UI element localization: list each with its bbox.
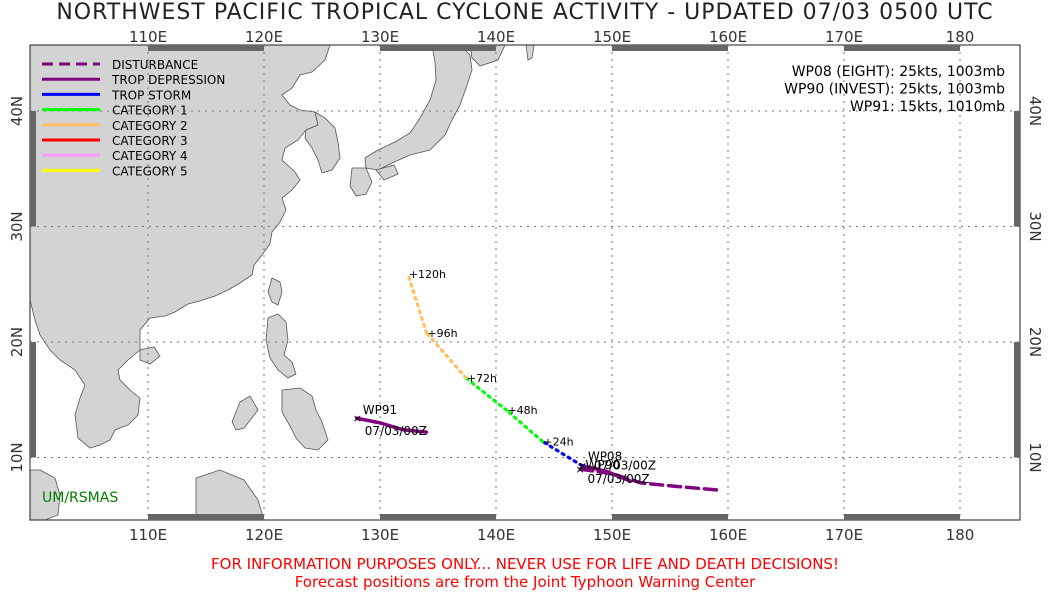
storm-name-label: WP90 bbox=[586, 458, 620, 472]
axis-bar-left bbox=[30, 342, 36, 458]
storm-time-label: 07/03/00Z bbox=[365, 424, 427, 438]
disclaimer-line-1: FOR INFORMATION PURPOSES ONLY... NEVER U… bbox=[211, 555, 839, 573]
axis-labels: 110E 110E 120E 120E 130E 130E 140E 140E 150E 150E… bbox=[8, 28, 1044, 544]
lat-label-right: 20N bbox=[1026, 327, 1044, 357]
legend-label: TROP STORM bbox=[111, 88, 191, 102]
forecast-segment bbox=[504, 408, 545, 443]
axis-bar-bottom bbox=[844, 514, 960, 520]
forecast-time-label: +48h bbox=[507, 404, 537, 417]
storm-position-marker: × bbox=[576, 463, 585, 476]
legend-label: CATEGORY 2 bbox=[112, 119, 188, 133]
legend-label: DISTURBANCE bbox=[112, 58, 198, 72]
storm-info-line: WP91: 15kts, 1010mb bbox=[850, 99, 1005, 115]
lon-label-top: 170E bbox=[825, 28, 863, 46]
lon-label-top: 120E bbox=[245, 28, 283, 46]
storm-time-label: 07/03/00Z bbox=[588, 472, 650, 486]
credit-label: UM/RSMAS bbox=[42, 490, 118, 506]
forecast-segment bbox=[540, 439, 584, 468]
forecast-segment bbox=[406, 272, 428, 335]
lon-label-top: 110E bbox=[129, 28, 167, 46]
lon-label-top: 160E bbox=[709, 28, 747, 46]
track-wp08 bbox=[580, 463, 632, 483]
axis-bar-right bbox=[1014, 111, 1020, 227]
legend-label: CATEGORY 4 bbox=[112, 149, 188, 163]
lon-label-bottom: 150E bbox=[593, 526, 631, 544]
disclaimer: FOR INFORMATION PURPOSES ONLY... NEVER U… bbox=[0, 555, 1050, 591]
lon-label-top: 140E bbox=[477, 28, 515, 46]
korea bbox=[304, 111, 341, 174]
forecast-time-label: +120h bbox=[409, 268, 446, 281]
lat-label-right: 30N bbox=[1026, 211, 1044, 241]
lat-label-right: 40N bbox=[1026, 96, 1044, 126]
legend-label: CATEGORY 1 bbox=[112, 104, 188, 118]
page-title: NORTHWEST PACIFIC TROPICAL CYCLONE ACTIV… bbox=[56, 0, 994, 25]
axis-bar-bottom bbox=[148, 514, 264, 520]
lat-label-right: 10N bbox=[1026, 442, 1044, 472]
track-wp91 bbox=[355, 416, 429, 434]
lon-label-top: 180 bbox=[946, 28, 975, 46]
axis-bar-top bbox=[612, 45, 728, 51]
forecast-time-label: +24h bbox=[543, 435, 573, 448]
axis-bar-top bbox=[148, 45, 264, 51]
lon-label-bottom: 170E bbox=[825, 526, 863, 544]
storm-time-label: 07/03/00Z bbox=[594, 459, 656, 473]
lon-label-bottom: 110E bbox=[129, 526, 167, 544]
forecast-time-label: +96h bbox=[427, 327, 457, 340]
axis-bar-left bbox=[30, 111, 36, 227]
lat-label-left: 30N bbox=[8, 211, 26, 241]
storm-tracks bbox=[355, 416, 719, 492]
lat-label-left: 40N bbox=[8, 96, 26, 126]
axis-bar-top bbox=[844, 45, 960, 51]
forecast-segment bbox=[464, 376, 509, 412]
palawan bbox=[231, 395, 259, 431]
storm-info: WP08 (EIGHT): 25kts, 1003mb WP90 (INVEST)… bbox=[784, 64, 1005, 115]
legend-label: CATEGORY 3 bbox=[112, 134, 188, 148]
legend-label: TROP DEPRESSION bbox=[111, 73, 225, 87]
land-masses bbox=[29, 44, 535, 521]
philippines-luzon bbox=[265, 313, 297, 379]
philippines-south bbox=[281, 387, 329, 451]
japan-honshu bbox=[364, 44, 473, 171]
lon-label-bottom: 120E bbox=[245, 526, 283, 544]
axis-bar-bottom bbox=[612, 514, 728, 520]
storm-position-marker: × bbox=[353, 412, 362, 425]
japan-kyushu bbox=[349, 167, 373, 197]
lon-label-bottom: 140E bbox=[477, 526, 515, 544]
storm-info-line: WP08 (EIGHT): 25kts, 1003mb bbox=[792, 64, 1005, 80]
axis-bar-top bbox=[380, 45, 496, 51]
lon-label-bottom: 160E bbox=[709, 526, 747, 544]
storm-name-label: WP08 bbox=[588, 450, 622, 464]
forecast-track: +24h +48h +72h +96h +120h bbox=[406, 268, 584, 468]
map-frame bbox=[29, 44, 1021, 521]
disclaimer-line-2: Forecast positions are from the Joint Ty… bbox=[294, 573, 756, 591]
lat-label-left: 10N bbox=[8, 442, 26, 472]
forecast-time-label: +72h bbox=[467, 372, 497, 385]
track-wp90 bbox=[577, 467, 719, 492]
axis-bar-bottom bbox=[380, 514, 496, 520]
lon-label-bottom: 180 bbox=[946, 526, 975, 544]
japan-shikoku bbox=[375, 164, 399, 181]
storm-position-marker: × bbox=[578, 460, 587, 473]
taiwan bbox=[267, 277, 283, 306]
axis-bar-right bbox=[1014, 342, 1020, 458]
lon-label-bottom: 130E bbox=[361, 526, 399, 544]
hainan bbox=[139, 346, 161, 365]
lon-label-top: 130E bbox=[361, 28, 399, 46]
storm-info-line: WP90 (INVEST): 25kts, 1003mb bbox=[784, 82, 1005, 98]
lon-label-top: 150E bbox=[593, 28, 631, 46]
storm-name-label: WP91 bbox=[363, 403, 397, 417]
lat-label-left: 20N bbox=[8, 327, 26, 357]
forecast-segment bbox=[424, 331, 468, 380]
axis-bars bbox=[30, 45, 1020, 520]
legend-label: CATEGORY 5 bbox=[112, 164, 188, 178]
